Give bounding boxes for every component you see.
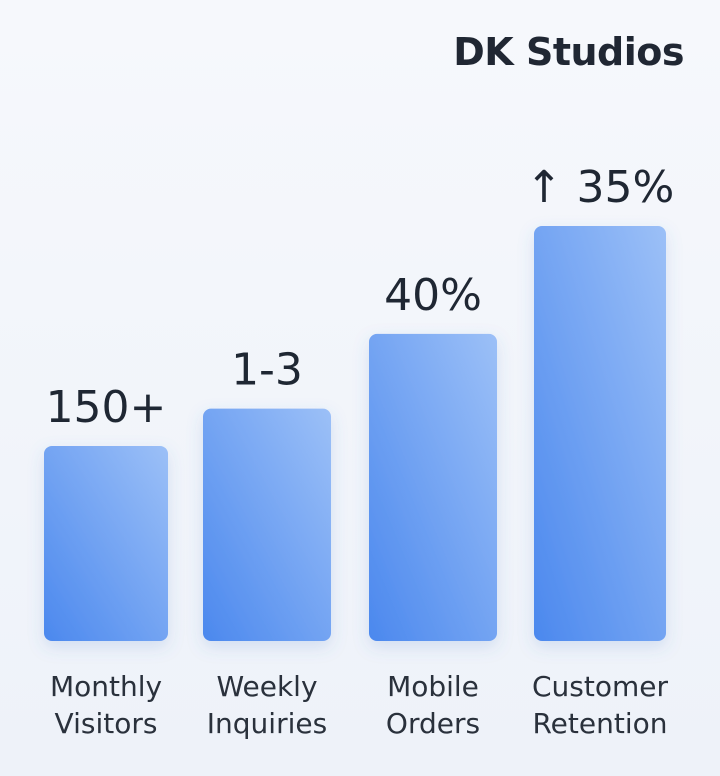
category-label-0-line-1: Visitors [55, 707, 158, 740]
category-label-3-line-0: Customer [532, 670, 668, 703]
data-label-0: 150+ [46, 382, 167, 433]
bar-1 [203, 408, 331, 641]
category-label-2-line-0: Mobile [387, 670, 479, 703]
bar-2 [369, 333, 497, 641]
data-label-1: 1-3 [231, 345, 303, 396]
category-label-3-line-1: Retention [532, 707, 667, 740]
category-label-1-line-1: Inquiries [207, 707, 327, 740]
category-label-2-line-1: Orders [386, 707, 480, 740]
brand-title: DK Studios [453, 30, 684, 74]
data-label-3: ↑ 35% [526, 162, 675, 213]
category-label-1-line-0: Weekly [216, 670, 317, 703]
data-label-2: 40% [384, 270, 482, 321]
bar-0 [44, 445, 168, 641]
labels-layer: 150+ Monthly Visitors 1-3 Weekly Inquiries 40%… [46, 162, 675, 740]
bars-layer [44, 226, 666, 641]
bar-3 [534, 226, 666, 641]
category-label-0-line-0: Monthly [50, 670, 162, 703]
